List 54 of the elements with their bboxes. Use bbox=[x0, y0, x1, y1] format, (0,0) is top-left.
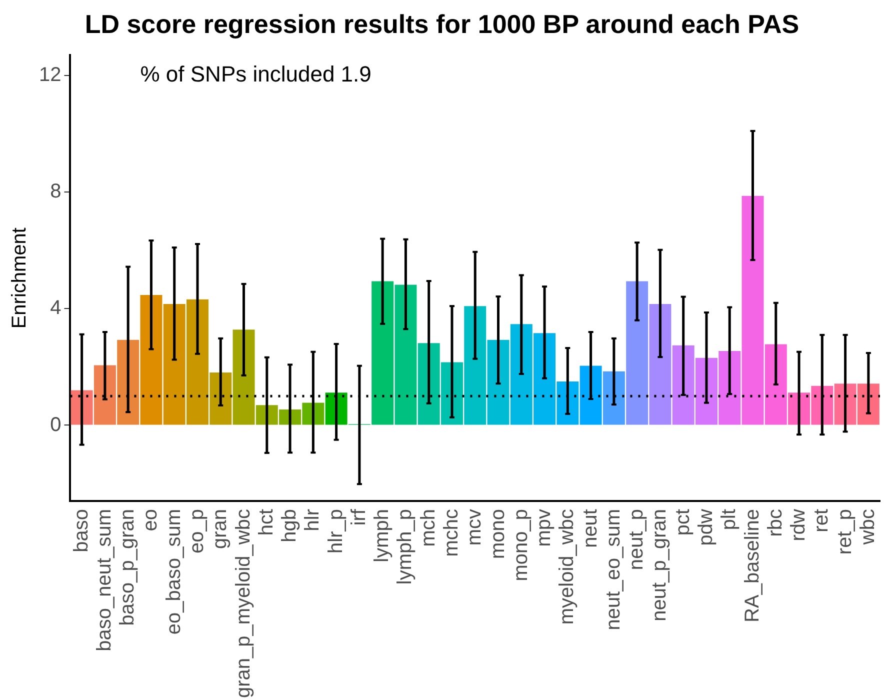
x-tick-label: hct bbox=[255, 508, 278, 536]
annotation: % of SNPs included 1.9 bbox=[140, 61, 372, 86]
x-tick-label: baso bbox=[70, 508, 92, 552]
bar bbox=[649, 304, 672, 425]
bar bbox=[487, 340, 510, 425]
bar bbox=[672, 345, 694, 425]
x-tick-label: baso_p_gran bbox=[116, 508, 139, 626]
bar bbox=[372, 281, 394, 425]
bar bbox=[464, 306, 486, 425]
x-tick-label: eo_baso_sum bbox=[162, 508, 185, 635]
x-tick-label: hlr bbox=[302, 508, 324, 532]
x-tick-label: gran bbox=[209, 508, 232, 550]
x-tick-label: lymph bbox=[371, 508, 394, 562]
x-tick-label: hlr_p bbox=[324, 508, 347, 554]
x-tick-label: mpv bbox=[533, 508, 556, 547]
x-tick-label: mono_p bbox=[510, 508, 532, 582]
y-tick-label: 12 bbox=[38, 64, 62, 86]
x-tick-label: eo bbox=[140, 508, 162, 532]
x-tick-label: pct bbox=[672, 508, 694, 536]
x-tick-label: ret_p bbox=[834, 508, 856, 555]
x-tick-label: eo_p bbox=[186, 508, 208, 554]
bar bbox=[418, 343, 440, 425]
bar bbox=[602, 371, 625, 425]
bar bbox=[94, 365, 116, 425]
y-tick-label: 0 bbox=[50, 414, 62, 436]
x-tick-label: hgb bbox=[278, 508, 301, 542]
x-tick-label: ret bbox=[810, 508, 833, 532]
x-tick-label: RA_baseline bbox=[741, 508, 764, 622]
x-tick-label: mchc bbox=[440, 508, 463, 557]
y-tick-label: 4 bbox=[50, 297, 62, 320]
x-tick-label: mcv bbox=[464, 508, 486, 546]
x-tick-label: lymph_p bbox=[394, 508, 416, 585]
x-tick-label: rdw bbox=[788, 508, 810, 542]
x-tick-label: wbc bbox=[856, 508, 879, 546]
x-tick-label: mono bbox=[486, 508, 509, 560]
x-tick-label: mch bbox=[417, 508, 440, 547]
x-tick-label: rbc bbox=[764, 508, 786, 537]
x-tick-label: myeloid_wbc bbox=[556, 508, 578, 625]
y-axis-title: Enrichment bbox=[8, 227, 31, 329]
x-tick-label: neut_p_gran bbox=[648, 508, 671, 622]
bar bbox=[626, 281, 648, 425]
bar bbox=[718, 350, 741, 425]
x-tick-label: neut bbox=[579, 508, 602, 548]
x-tick-label: plt bbox=[718, 508, 740, 530]
bar bbox=[394, 284, 417, 425]
y-tick-label: 8 bbox=[50, 180, 62, 203]
x-tick-label: neut_eo_sum bbox=[602, 508, 624, 630]
chart-title: LD score regression results for 1000 BP around each PAS bbox=[84, 8, 800, 39]
bar bbox=[232, 330, 255, 425]
x-tick-label: pdw bbox=[694, 508, 717, 546]
x-tick-label: gran_p_myeloid_wbc bbox=[232, 508, 254, 698]
x-tick-label: neut_p bbox=[626, 508, 648, 570]
x-tick-label: baso_neut_sum bbox=[93, 508, 116, 652]
x-tick-label: irf bbox=[348, 508, 370, 526]
